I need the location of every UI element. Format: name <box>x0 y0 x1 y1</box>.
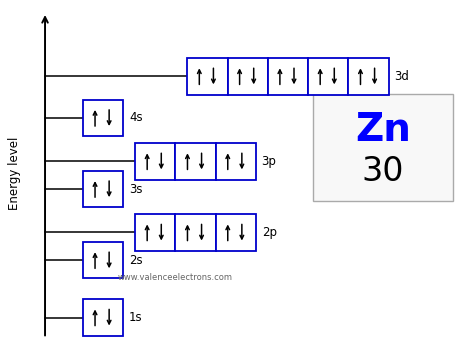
Bar <box>175 214 216 251</box>
Text: 2p: 2p <box>262 226 277 239</box>
Bar <box>187 58 228 94</box>
Bar <box>216 143 256 180</box>
Bar <box>135 214 175 251</box>
Bar <box>228 58 268 94</box>
Bar <box>175 143 216 180</box>
Bar <box>216 214 256 251</box>
Bar <box>83 100 123 136</box>
Text: 1s: 1s <box>129 311 143 324</box>
Text: Zn: Zn <box>355 111 410 149</box>
Bar <box>83 299 123 336</box>
Text: Energy level: Energy level <box>8 137 21 210</box>
Text: 3s: 3s <box>129 183 142 196</box>
Bar <box>135 143 175 180</box>
Text: 30: 30 <box>362 155 404 188</box>
Bar <box>308 58 348 94</box>
Bar <box>83 242 123 278</box>
Bar <box>313 94 453 201</box>
Text: 4s: 4s <box>129 111 143 125</box>
Bar <box>348 58 389 94</box>
Text: 2s: 2s <box>129 254 143 267</box>
Text: www.valenceelectrons.com: www.valenceelectrons.com <box>118 273 233 282</box>
Text: 3p: 3p <box>262 155 276 168</box>
Text: 3d: 3d <box>394 70 409 83</box>
Bar <box>83 171 123 207</box>
Bar <box>268 58 308 94</box>
